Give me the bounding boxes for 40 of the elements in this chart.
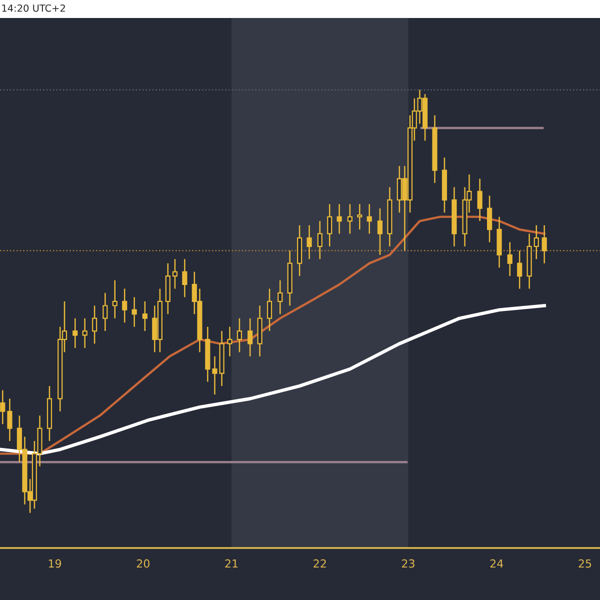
candlestick — [507, 242, 512, 277]
candlestick — [7, 398, 12, 442]
x-tick-label: 22 — [314, 559, 326, 568]
candlestick — [182, 258, 188, 298]
candlestick — [102, 292, 108, 332]
candlestick — [0, 390, 6, 425]
text: 14:20 UTC+2 — [2, 4, 65, 12]
x-tick-label: 23 — [402, 559, 414, 568]
candlestick — [248, 318, 253, 358]
candlestick — [377, 208, 383, 256]
candlestick — [306, 224, 312, 260]
candlestick — [366, 203, 372, 234]
candlestick — [487, 195, 492, 243]
candlestick — [212, 356, 218, 396]
x-tick-label: 19 — [48, 559, 62, 568]
candlestick — [172, 258, 178, 290]
candlestick — [112, 280, 118, 319]
candlestick — [266, 288, 272, 332]
candlestick — [82, 318, 88, 349]
candlestick — [477, 178, 482, 222]
candlestick — [317, 220, 322, 260]
candlestick — [357, 203, 362, 230]
candlestick — [236, 318, 242, 353]
candlestick — [517, 250, 522, 290]
candlestick — [278, 280, 283, 315]
candlestick — [227, 326, 232, 358]
candlestick — [327, 203, 332, 248]
x-tick-label: 21 — [225, 559, 238, 568]
x-tick-label: 20 — [136, 559, 150, 568]
candlestick — [122, 288, 128, 324]
candlestick — [542, 224, 547, 264]
candlestick — [142, 300, 148, 332]
x-tick-label: 25 — [578, 559, 592, 568]
candlestick — [336, 203, 342, 234]
candlestick — [92, 305, 98, 344]
x-tick-label: 24 — [490, 559, 504, 568]
candlestick — [347, 203, 352, 234]
candlestick — [534, 224, 539, 260]
candlestick — [132, 296, 137, 328]
candlestick — [72, 318, 78, 349]
